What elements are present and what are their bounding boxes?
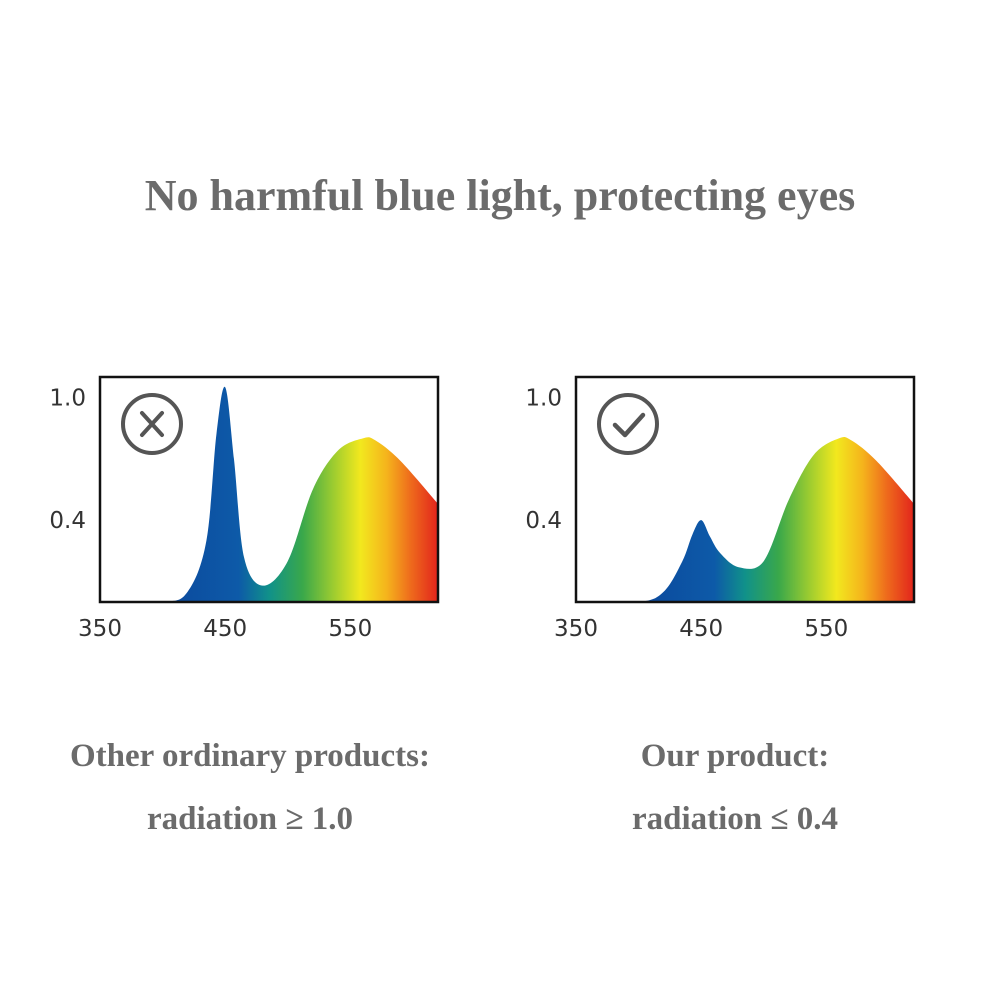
x-tick-label: 450 — [679, 616, 723, 642]
y-tick-label: 1.0 — [525, 385, 562, 411]
plot-frame — [98, 375, 440, 604]
spectrum-chart-other-products: 1.0 0.4 350 450 550 — [49, 375, 440, 642]
y-tick-label: 0.4 — [525, 508, 562, 534]
caption-other-products-radiation: radiation ≥ 1.0 — [146, 801, 354, 837]
x-tick-label: 350 — [554, 616, 598, 642]
caption-our-product-title: Our product: — [640, 738, 830, 774]
y-tick-label: 0.4 — [49, 508, 86, 534]
caption-our-product-radiation: radiation ≤ 0.4 — [631, 801, 839, 837]
y-tick-label: 1.0 — [49, 385, 86, 411]
check-icon — [597, 393, 659, 455]
x-tick-label: 350 — [78, 616, 122, 642]
spectrum-area — [576, 436, 914, 603]
caption-other-products-title: Other ordinary products: — [70, 738, 430, 774]
x-tick-label: 550 — [804, 616, 848, 642]
plot-frame — [574, 375, 916, 604]
headline: No harmful blue light, protecting eyes — [144, 171, 856, 220]
spectrum-area — [100, 386, 438, 603]
x-tick-label: 450 — [203, 616, 247, 642]
x-tick-label: 550 — [328, 616, 372, 642]
spectrum-chart-our-product: 1.0 0.4 350 450 550 — [525, 375, 916, 642]
x-icon — [121, 393, 183, 455]
